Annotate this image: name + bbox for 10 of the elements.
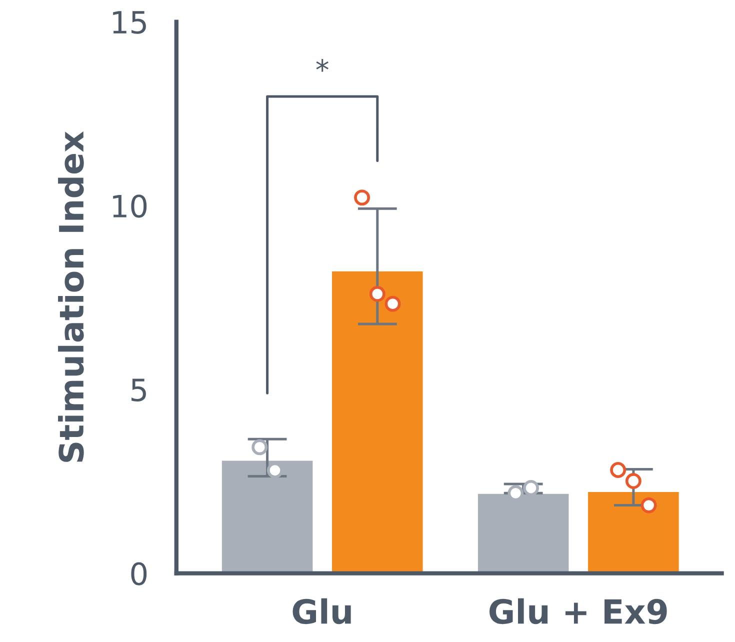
annotation: *	[316, 59, 328, 72]
x-tick-label: Glu	[292, 598, 351, 624]
y-tick-label: 0	[131, 562, 147, 586]
y-tick-label: 15	[113, 11, 146, 34]
y-tick-label: 10	[113, 194, 147, 218]
bar	[330, 270, 424, 574]
y-axis-title: Stimulation Index	[58, 131, 84, 462]
bar	[220, 459, 314, 574]
x-tick-label: Glu + Ex9	[489, 598, 667, 624]
y-tick-label: 5	[132, 378, 146, 402]
